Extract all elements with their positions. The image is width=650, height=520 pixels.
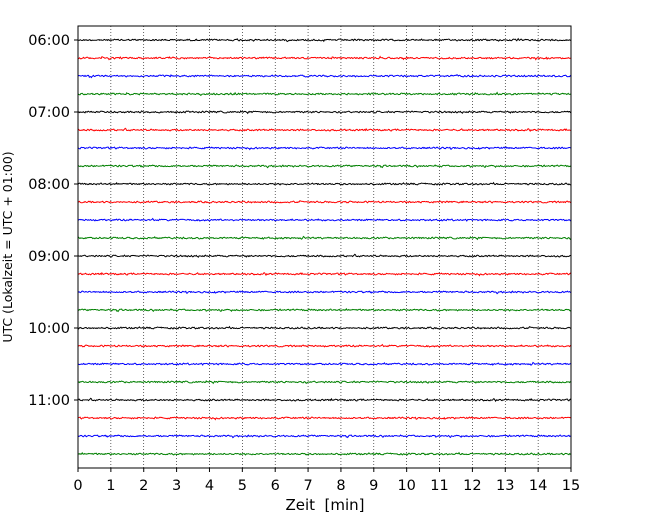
y-tick-label: 06:00 [28, 33, 70, 49]
x-tick-label: 0 [73, 478, 82, 494]
x-tick-label: 7 [303, 478, 312, 494]
x-tick-label: 14 [529, 478, 547, 494]
traces [77, 37, 572, 456]
x-axis-label: Zeit [min] [285, 496, 364, 514]
x-tick-label: 6 [271, 478, 280, 494]
y-tick-label: 10:00 [28, 321, 70, 337]
trace-0930 [77, 290, 572, 295]
x-tick-label: 9 [369, 478, 378, 494]
x-tick-label: 8 [336, 478, 345, 494]
trace-0900 [77, 253, 571, 258]
y-tick-label: 07:00 [28, 105, 70, 121]
trace-1000 [77, 325, 572, 330]
x-tick-label: 4 [205, 478, 214, 494]
trace-0700 [77, 110, 572, 115]
trace-0600 [77, 37, 572, 43]
x-tick-label: 12 [463, 478, 481, 494]
y-axis-ticks: 06:00 07:00 08:00 09:00 10:00 11:00 [28, 33, 78, 409]
trace-0615 [77, 55, 571, 61]
y-tick-label: 09:00 [28, 249, 70, 265]
grid [110, 26, 539, 468]
trace-1145 [77, 451, 572, 456]
trace-0830 [77, 217, 572, 222]
y-tick-label: 11:00 [28, 393, 70, 409]
trace-1045 [77, 380, 572, 385]
trace-0745 [77, 164, 572, 169]
trace-1100 [77, 397, 572, 403]
trace-1130 [77, 434, 572, 439]
x-axis-ticks: 0 1 2 3 4 5 6 7 8 9 10 11 12 13 14 15 [73, 468, 580, 494]
trace-0815 [77, 200, 572, 204]
x-tick-label: 11 [430, 478, 448, 494]
trace-1030 [77, 361, 572, 366]
x-tick-label: 10 [397, 478, 415, 494]
x-tick-label: 15 [562, 478, 580, 494]
trace-0730 [77, 146, 572, 151]
y-tick-label: 08:00 [28, 177, 70, 193]
trace-0715 [77, 127, 572, 133]
trace-0645 [77, 91, 572, 96]
x-tick-label: 5 [238, 478, 247, 494]
trace-1115 [77, 416, 572, 421]
x-tick-label: 13 [496, 478, 514, 494]
x-tick-label: 3 [172, 478, 181, 494]
trace-0845 [77, 235, 572, 241]
trace-1015 [77, 343, 572, 348]
plot-frame [77, 25, 572, 469]
trace-0630 [77, 73, 572, 79]
trace-0945 [77, 307, 572, 313]
trace-0915 [77, 271, 572, 277]
trace-0800 [77, 181, 572, 186]
x-tick-label: 2 [139, 478, 148, 494]
x-tick-label: 1 [106, 478, 115, 494]
y-axis-label: UTC (Lokalzeit = UTC + 01:00) [0, 151, 15, 342]
